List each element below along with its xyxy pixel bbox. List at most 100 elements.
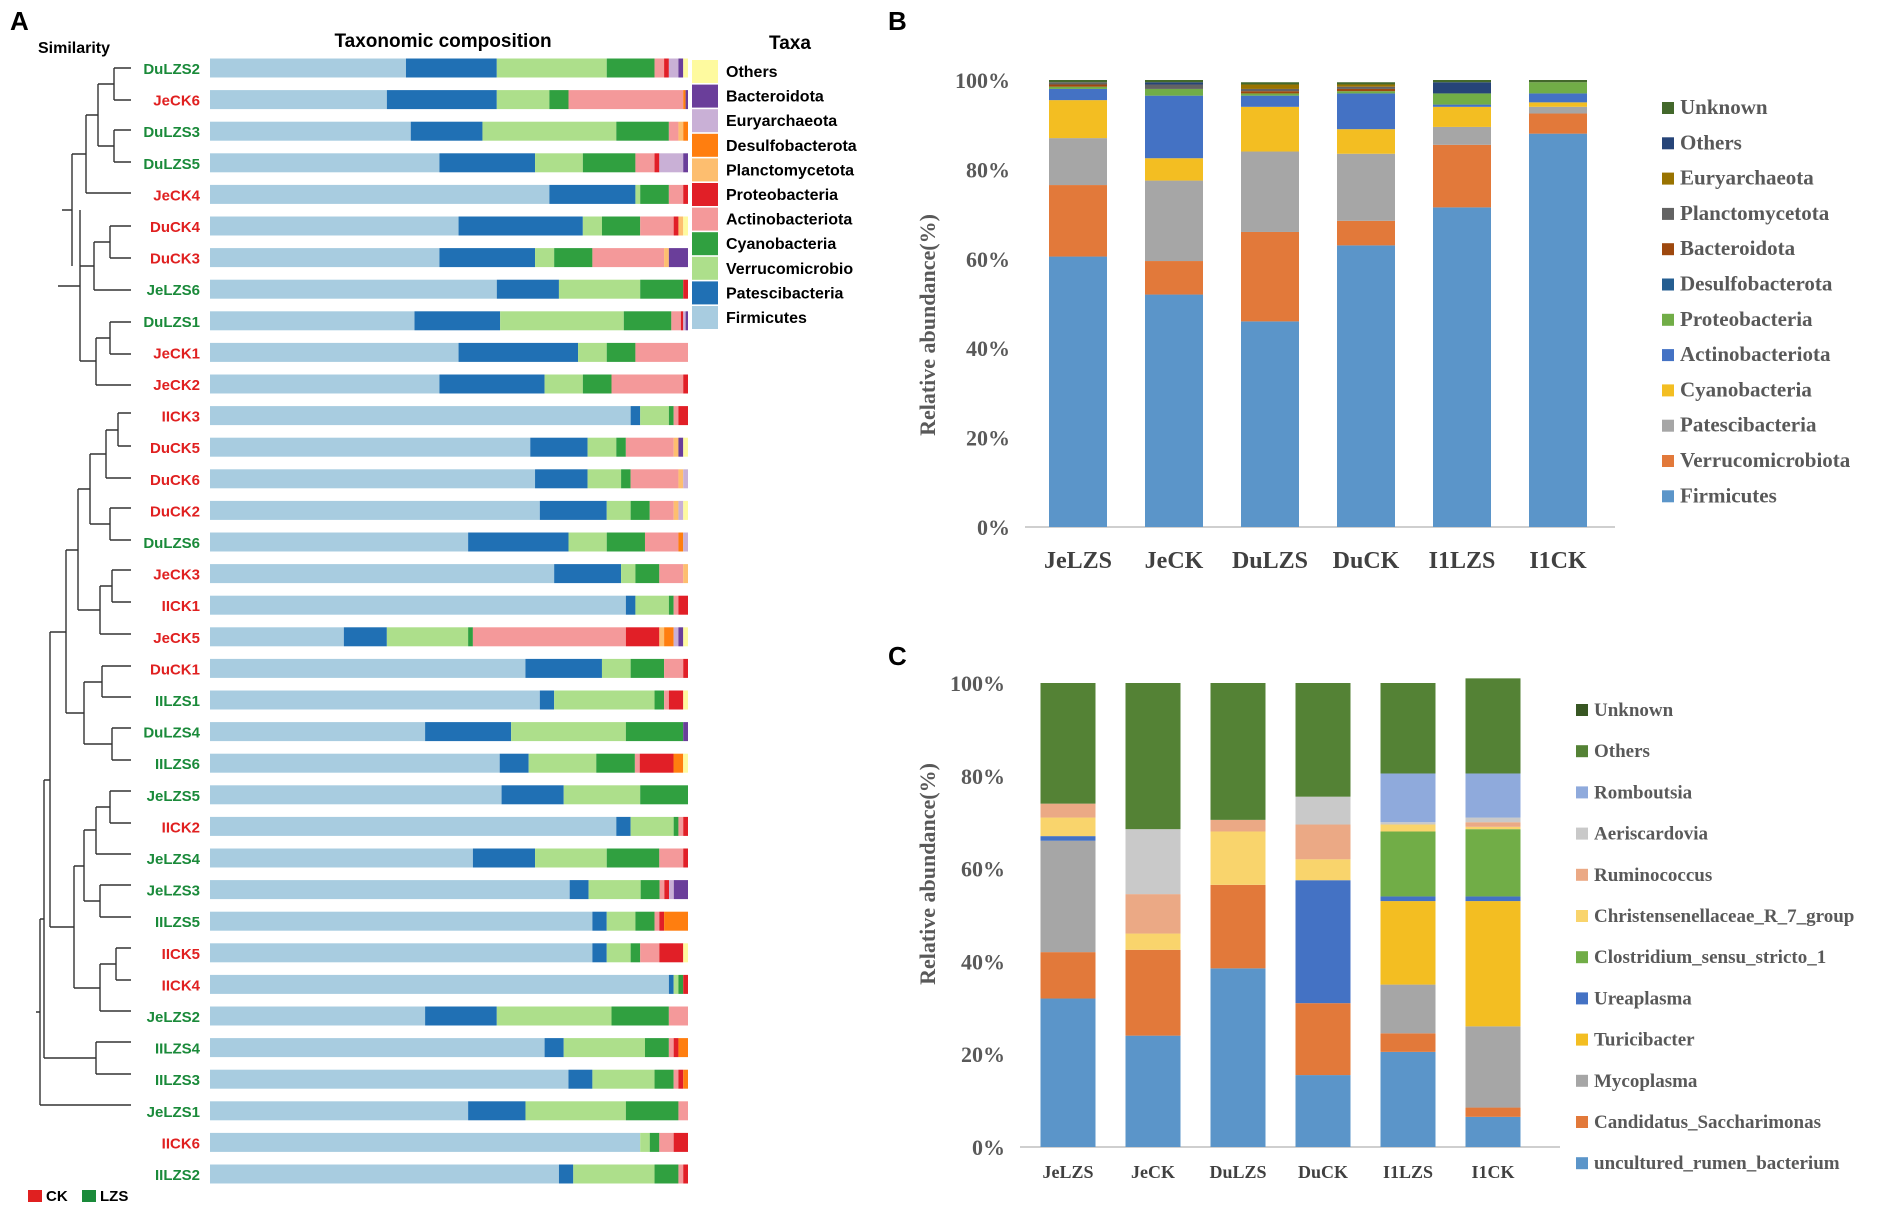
b-bar-jeck-cyanobacteria bbox=[1145, 158, 1203, 181]
bar-jelzs4-actinobacteriota bbox=[659, 848, 684, 868]
b-legend-swatch-cyanobacteria bbox=[1662, 384, 1674, 397]
bar-jelzs5-cyanobacteria bbox=[640, 785, 688, 805]
bar-iilzs3-actinobacteriota bbox=[673, 1069, 679, 1089]
c-ytick-5: 100% bbox=[950, 671, 1005, 696]
bar-iick2-actinobacteriota bbox=[678, 816, 684, 836]
bar-dulzs2-patescibacteria bbox=[405, 58, 497, 78]
bar-dulzs1-firmicutes bbox=[210, 311, 415, 331]
sample-label-dulzs4: DuLZS4 bbox=[143, 725, 200, 742]
taxa-legend-swatch-cyanobacteria bbox=[692, 232, 718, 256]
lzs-legend-label: LZS bbox=[100, 1188, 128, 1205]
c-legend-swatch-mycoplasma bbox=[1576, 1074, 1588, 1087]
bar-jelzs4-cyanobacteria bbox=[606, 848, 660, 868]
bar-dulzs6-firmicutes bbox=[210, 532, 469, 552]
c-bar-jeck-uncultured-rumen-bacterium bbox=[1125, 1035, 1181, 1147]
bar-duck5-cyanobacteria bbox=[616, 437, 626, 457]
bar-duck1-firmicutes bbox=[210, 658, 526, 678]
bar-iilzs2-patescibacteria bbox=[558, 1164, 574, 1184]
bar-dulzs6-cyanobacteria bbox=[606, 532, 645, 552]
bar-iick6-firmicutes bbox=[210, 1132, 641, 1152]
bar-jeck1-firmicutes bbox=[210, 342, 459, 362]
bar-jelzs1-firmicutes bbox=[210, 1101, 469, 1121]
sample-label-dulzs6: DuLZS6 bbox=[143, 535, 200, 552]
c-legend-swatch-turicibacter bbox=[1576, 1033, 1588, 1046]
b-bar-jelzs-patescibacteria bbox=[1049, 138, 1107, 186]
bar-dulzs3-firmicutes bbox=[210, 121, 411, 141]
bar-iilzs5-desulfobacterota bbox=[664, 911, 688, 931]
bar-jelzs6-verrucomicrobio bbox=[558, 279, 641, 299]
bar-dulzs6-verrucomicrobio bbox=[568, 532, 607, 552]
bar-jelzs1-verrucomicrobio bbox=[525, 1101, 626, 1121]
b-legend-label-actinobacteriota: Actinobacteriota bbox=[1680, 342, 1831, 366]
bar-duck3-firmicutes bbox=[210, 248, 440, 268]
bar-dulzs1-euryarchaeota bbox=[683, 311, 686, 331]
b-ytick-4: 80% bbox=[966, 157, 1010, 182]
bar-dulzs5-patescibacteria bbox=[439, 153, 536, 173]
b-legend-swatch-desulfobacterota bbox=[1662, 278, 1674, 291]
bar-iilzs4-firmicutes bbox=[210, 1038, 545, 1058]
c-legend-swatch-ruminococcus bbox=[1576, 868, 1588, 881]
c-bar-dulzs-uncultured-rumen-bacterium bbox=[1210, 968, 1266, 1147]
b-legend-swatch-others bbox=[1662, 137, 1674, 150]
bar-duck2-firmicutes bbox=[210, 500, 540, 520]
bar-jeck6-desulfobacterota bbox=[683, 90, 686, 110]
bar-jeck4-firmicutes bbox=[210, 184, 550, 204]
bar-duck6-verrucomicrobio bbox=[587, 469, 622, 489]
bar-iick3-cyanobacteria bbox=[668, 406, 674, 426]
b-bar-dulzs-patescibacteria bbox=[1241, 151, 1299, 232]
bar-jelzs4-verrucomicrobio bbox=[535, 848, 607, 868]
b-xtick-jeck: JeCK bbox=[1145, 548, 1204, 574]
b-xtick-jelzs: JeLZS bbox=[1044, 548, 1112, 574]
sample-label-jeck2: JeCK2 bbox=[153, 377, 200, 394]
b-bar-duck-patescibacteria bbox=[1337, 153, 1395, 221]
bar-jeck2-verrucomicrobio bbox=[544, 374, 583, 394]
b-ytick-1: 20% bbox=[966, 426, 1010, 451]
bar-iick4-verrucomicrobio bbox=[673, 974, 679, 994]
taxa-legend-label-actinobacteriota: Actinobacteriota bbox=[726, 212, 852, 229]
bar-iick1-cyanobacteria bbox=[668, 595, 674, 615]
bar-iilzs2-actinobacteriota bbox=[678, 1164, 684, 1184]
c-xtick-jeck: JeCK bbox=[1131, 1162, 1175, 1182]
bar-dulzs5-proteobacteria bbox=[654, 153, 660, 173]
bar-duck5-bacteroidota bbox=[678, 437, 684, 457]
b-bar-dulzs-cyanobacteria bbox=[1241, 106, 1299, 152]
b-legend-label-desulfobacterota: Desulfobacterota bbox=[1680, 272, 1833, 296]
bar-duck3-bacteroidota bbox=[668, 248, 688, 268]
c-bar-jelzs-candidatus-saccharimonas bbox=[1040, 952, 1096, 999]
b-bar-dulzs-planctomycetota bbox=[1241, 88, 1299, 92]
bar-duck6-cyanobacteria bbox=[621, 469, 631, 489]
c-bar-duck-aeriscardovia bbox=[1295, 796, 1351, 825]
bar-iilzs4-proteobacteria bbox=[673, 1038, 679, 1058]
b-legend-swatch-bacteroidota bbox=[1662, 243, 1674, 256]
c-bar-duck-others bbox=[1295, 683, 1351, 797]
b-bar-i1lzs-unknown bbox=[1433, 80, 1491, 83]
bar-duck1-proteobacteria bbox=[683, 658, 688, 678]
bar-dulzs4-bacteroidota bbox=[683, 722, 688, 742]
sample-label-iilzs5: IILZS5 bbox=[155, 914, 200, 931]
c-bar-i1lzs-clostridium-sensu-stricto-1 bbox=[1380, 831, 1436, 897]
similarity-label: Similarity bbox=[38, 40, 110, 57]
bar-duck6-patescibacteria bbox=[535, 469, 588, 489]
bar-jeck5-cyanobacteria bbox=[468, 627, 473, 647]
bar-iilzs2-verrucomicrobio bbox=[573, 1164, 655, 1184]
bar-duck5-actinobacteriota bbox=[625, 437, 674, 457]
b-bar-i1lzs-proteobacteria bbox=[1433, 93, 1491, 105]
c-legend-label-aeriscardovia: Aeriscardovia bbox=[1594, 824, 1708, 845]
bar-jeck2-cyanobacteria bbox=[582, 374, 612, 394]
bar-iilzs6-verrucomicrobio bbox=[528, 753, 597, 773]
bar-iick4-proteobacteria bbox=[683, 974, 688, 994]
panel-a: A Similarity Taxonomic composition Taxa … bbox=[10, 6, 857, 1205]
b-bar-jelzs-planctomycetota bbox=[1049, 82, 1107, 85]
c-bar-i1ck-clostridium-sensu-stricto-1 bbox=[1465, 829, 1521, 897]
bar-iick5-others bbox=[683, 943, 688, 963]
bar-iick6-verrucomicrobio bbox=[640, 1132, 650, 1152]
bar-iilzs4-verrucomicrobio bbox=[563, 1038, 645, 1058]
bar-jeck6-cyanobacteria bbox=[549, 90, 569, 110]
sample-label-iick4: IICK4 bbox=[162, 977, 201, 994]
c-bar-i1ck-aeriscardovia bbox=[1465, 817, 1521, 823]
b-bar-duck-planctomycetota bbox=[1337, 86, 1395, 89]
bar-dulzs2-firmicutes bbox=[210, 58, 406, 78]
bar-iilzs4-patescibacteria bbox=[544, 1038, 564, 1058]
b-bar-dulzs-actinobacteriota bbox=[1241, 95, 1299, 107]
bar-jelzs3-proteobacteria bbox=[664, 880, 670, 900]
